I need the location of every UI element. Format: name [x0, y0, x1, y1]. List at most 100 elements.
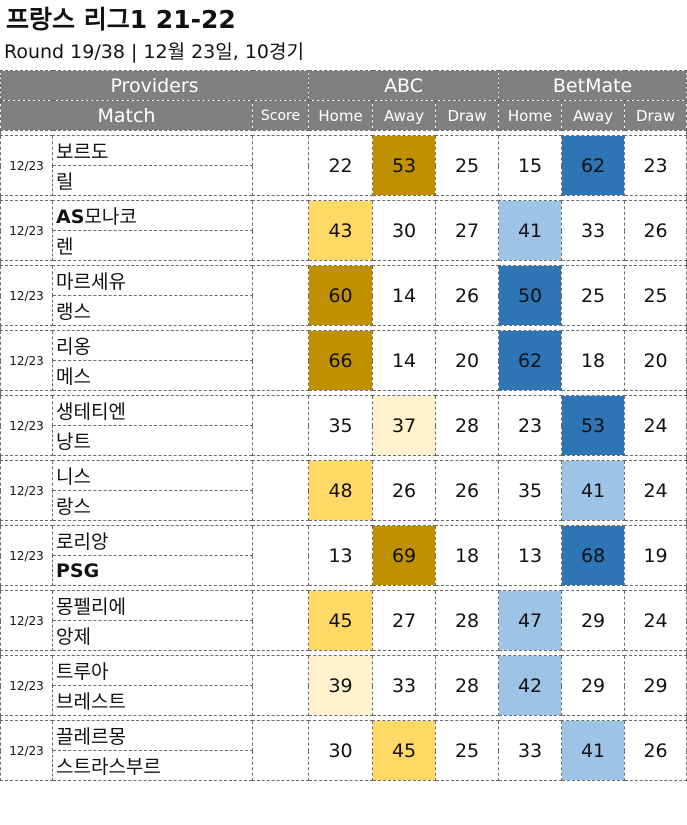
abc-away-odds: 33 — [372, 655, 437, 716]
betmate-away-odds: 53 — [561, 395, 626, 456]
home-team-name: AS모나코 — [52, 200, 253, 231]
betmate-draw-header: Draw — [624, 100, 687, 131]
abc-home-odds: 43 — [308, 200, 374, 261]
header-row-providers: Providers ABC BetMate — [0, 70, 687, 101]
match-score — [251, 135, 310, 196]
abc-away-odds: 53 — [372, 135, 437, 196]
match-row: 12/23 마르세유 60 14 26 50 25 25 — [0, 265, 687, 326]
abc-away-odds: 26 — [372, 460, 437, 521]
odds-table: Providers ABC BetMate Match Score Home A… — [0, 70, 687, 781]
team-name-prefix: AS — [56, 206, 85, 228]
match-score — [251, 590, 310, 651]
team-name-rest: G — [83, 559, 100, 582]
match-row: 12/23 몽펠리에 45 27 28 47 29 24 — [0, 590, 687, 651]
abc-draw-odds: 20 — [435, 330, 500, 391]
home-team-name: 로리앙 — [52, 525, 253, 556]
betmate-home-odds: 42 — [498, 655, 563, 716]
abc-draw-header: Draw — [435, 100, 500, 131]
home-team-name: 트루아 — [52, 655, 253, 686]
away-team-name: 렌 — [52, 230, 253, 261]
abc-home-odds: 22 — [308, 135, 374, 196]
betmate-away-odds: 25 — [561, 265, 626, 326]
abc-home-odds: 39 — [308, 655, 374, 716]
abc-home-odds: 13 — [308, 525, 374, 586]
match-row-away: 메스 — [1, 360, 687, 391]
away-team-name: 앙제 — [52, 620, 253, 651]
betmate-home-odds: 33 — [498, 720, 563, 781]
home-team-name: 몽펠리에 — [52, 590, 253, 621]
betmate-away-odds: 68 — [561, 525, 626, 586]
betmate-draw-odds: 24 — [624, 590, 687, 651]
match-row-away: 낭트 — [1, 425, 687, 456]
abc-draw-odds: 25 — [435, 720, 500, 781]
provider-abc-header: ABC — [308, 70, 500, 101]
betmate-home-odds: 62 — [498, 330, 563, 391]
home-team-name: 보르도 — [52, 135, 253, 166]
betmate-home-odds: 35 — [498, 460, 563, 521]
betmate-draw-odds: 20 — [624, 330, 687, 391]
home-team-name: 끌레르몽 — [52, 720, 253, 751]
away-team-name: 브레스트 — [52, 685, 253, 716]
match-row-away: 앙제 — [1, 620, 687, 651]
abc-draw-odds: 25 — [435, 135, 500, 196]
match-date: 12/23 — [0, 265, 53, 326]
betmate-away-odds: 18 — [561, 330, 626, 391]
betmate-away-header: Away — [561, 100, 626, 131]
betmate-draw-odds: 26 — [624, 200, 687, 261]
providers-header: Providers — [0, 70, 310, 101]
match-date: 12/23 — [0, 395, 53, 456]
abc-away-odds: 30 — [372, 200, 437, 261]
match-row-away: 릴 — [1, 165, 687, 196]
match-score — [251, 525, 310, 586]
betmate-home-header: Home — [498, 100, 563, 131]
betmate-draw-odds: 25 — [624, 265, 687, 326]
betmate-draw-odds: 24 — [624, 460, 687, 521]
match-row: 12/23 로리앙 13 69 18 13 68 19 — [0, 525, 687, 586]
away-team-name: 릴 — [52, 165, 253, 196]
abc-away-odds: 45 — [372, 720, 437, 781]
betmate-away-odds: 41 — [561, 460, 626, 521]
betmate-away-odds: 33 — [561, 200, 626, 261]
header-row-columns: Match Score Home Away Draw Home Away Dra… — [0, 100, 687, 131]
match-score — [251, 200, 310, 261]
match-row: 12/23 생테티엔 35 37 28 23 53 24 — [0, 395, 687, 456]
abc-home-odds: 60 — [308, 265, 374, 326]
match-row: 12/23 보르도 22 53 25 15 62 23 — [0, 135, 687, 196]
home-team-name: 니스 — [52, 460, 253, 491]
betmate-home-odds: 13 — [498, 525, 563, 586]
betmate-home-odds: 23 — [498, 395, 563, 456]
abc-home-odds: 48 — [308, 460, 374, 521]
abc-draw-odds: 26 — [435, 265, 500, 326]
betmate-draw-odds: 24 — [624, 395, 687, 456]
match-score — [251, 720, 310, 781]
betmate-home-odds: 47 — [498, 590, 563, 651]
match-score — [251, 330, 310, 391]
score-header: Score — [251, 100, 310, 131]
away-team-name: 랑스 — [52, 490, 253, 521]
abc-away-odds: 69 — [372, 525, 437, 586]
betmate-home-odds: 15 — [498, 135, 563, 196]
match-date: 12/23 — [0, 200, 53, 261]
page-title: 프랑스 리그1 21-22 — [6, 5, 236, 34]
betmate-home-odds: 50 — [498, 265, 563, 326]
abc-home-header: Home — [308, 100, 374, 131]
page-subtitle: Round 19/38 | 12월 23일, 10경기 — [4, 41, 304, 63]
abc-away-odds: 37 — [372, 395, 437, 456]
abc-away-header: Away — [372, 100, 437, 131]
abc-draw-odds: 26 — [435, 460, 500, 521]
betmate-home-odds: 41 — [498, 200, 563, 261]
match-row: 12/23 끌레르몽 30 45 25 33 41 26 — [0, 720, 687, 781]
abc-draw-odds: 28 — [435, 655, 500, 716]
provider-betmate-header: BetMate — [498, 70, 687, 101]
match-date: 12/23 — [0, 655, 53, 716]
match-date: 12/23 — [0, 460, 53, 521]
betmate-draw-odds: 26 — [624, 720, 687, 781]
abc-away-odds: 14 — [372, 265, 437, 326]
home-team-name: 생테티엔 — [52, 395, 253, 426]
match-score — [251, 655, 310, 716]
match-row: 12/23 리옹 66 14 20 62 18 20 — [0, 330, 687, 391]
match-date: 12/23 — [0, 525, 53, 586]
betmate-away-odds: 29 — [561, 590, 626, 651]
away-team-name: 스트라스부르 — [52, 750, 253, 781]
away-team-name: 메스 — [52, 360, 253, 391]
